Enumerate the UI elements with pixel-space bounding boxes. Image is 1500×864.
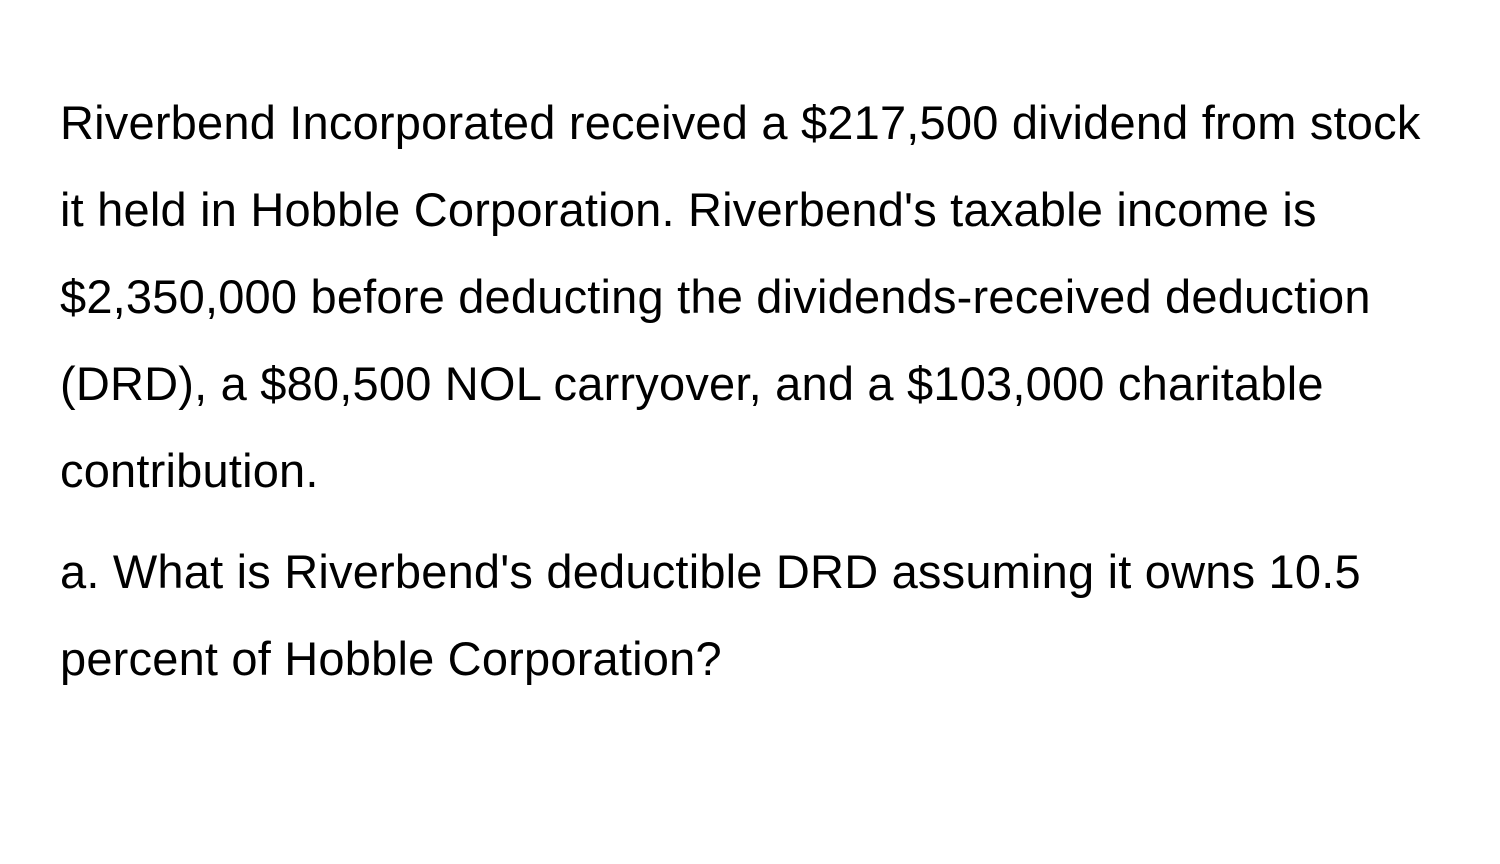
problem-statement-paragraph: Riverbend Incorporated received a $217,5… (60, 80, 1440, 515)
question-a-paragraph: a. What is Riverbend's deductible DRD as… (60, 529, 1440, 703)
